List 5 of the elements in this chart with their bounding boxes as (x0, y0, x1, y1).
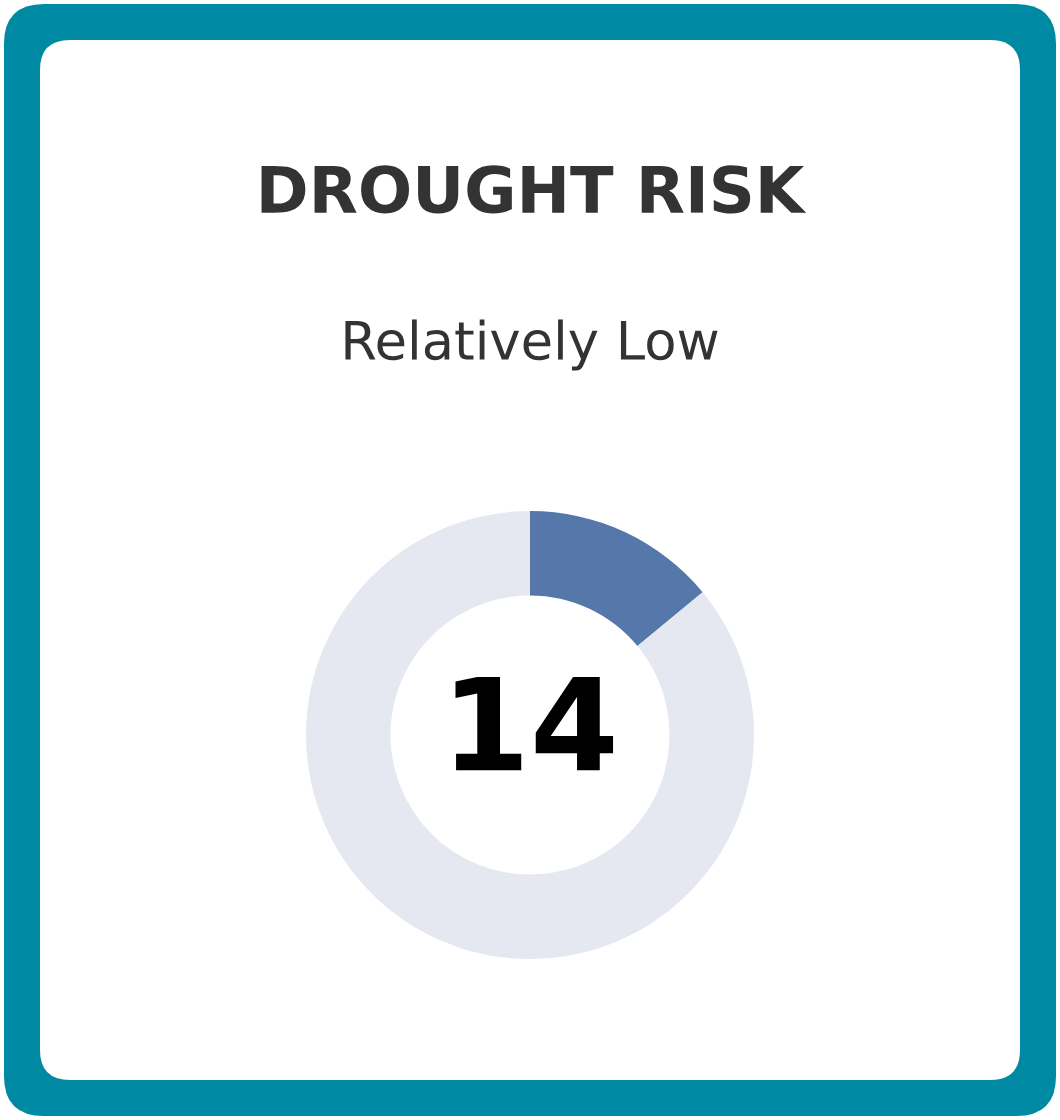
donut-slice (306, 511, 754, 959)
chart-title: DROUGHT RISK (261, 165, 807, 214)
text: 14 (455, 677, 614, 771)
donut-slice (530, 511, 703, 647)
chart-subtitle: Relatively Low (345, 319, 718, 371)
